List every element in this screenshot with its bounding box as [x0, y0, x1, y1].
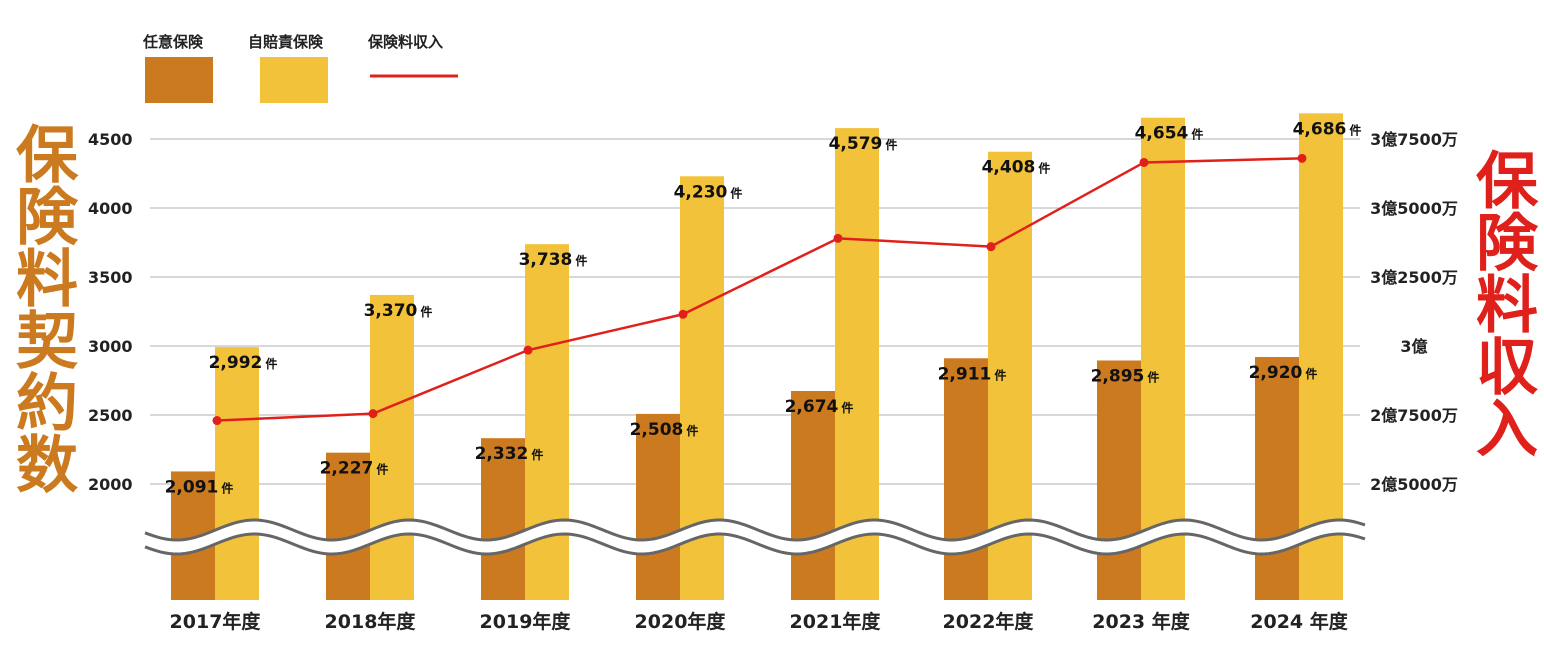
data-label-compulsory: 2,992 件 [209, 353, 278, 373]
legend-label-premium: 保険料収入 [368, 33, 444, 51]
right-tick-label: 3億2500万 [1370, 268, 1458, 287]
data-label-optional: 2,911 件 [938, 364, 1007, 384]
bar-optional [636, 413, 680, 600]
legend-swatch-compulsory [260, 57, 328, 103]
bar-optional [481, 438, 525, 600]
x-tick-label: 2017年度 [170, 610, 262, 633]
left-tick-label: 2000 [88, 475, 133, 494]
premium-point [368, 409, 378, 419]
premium-point [1297, 153, 1307, 163]
x-tick-label: 2020年度 [635, 610, 727, 633]
x-tick-label: 2019年度 [480, 610, 572, 633]
bar-compulsory [370, 294, 414, 600]
x-tick-label: 2018年度 [325, 610, 417, 633]
data-label-optional: 2,227 件 [320, 459, 389, 479]
right-tick-label: 2億7500万 [1370, 406, 1458, 425]
bar-optional [326, 452, 370, 600]
left-tick-label: 4500 [88, 130, 133, 149]
data-label-optional: 2,895 件 [1091, 366, 1160, 386]
bar-optional [1255, 357, 1299, 600]
data-label-compulsory: 4,408 件 [982, 158, 1051, 178]
left-tick-label: 3000 [88, 337, 133, 356]
right-tick-label: 2億5000万 [1370, 475, 1458, 494]
premium-point [212, 416, 222, 426]
axis-break-line-bottom [144, 532, 1366, 556]
premium-point [523, 345, 533, 355]
premium-point [1139, 157, 1149, 167]
x-tick-label: 2023 年度 [1092, 610, 1190, 633]
left-tick-label: 4000 [88, 199, 133, 218]
data-label-compulsory: 4,579 件 [829, 134, 898, 154]
premium-point [833, 233, 843, 243]
right-tick-label: 3億7500万 [1370, 130, 1458, 149]
premium-line-path [216, 157, 1303, 422]
data-label-optional: 2,674 件 [785, 397, 854, 417]
premium-point [678, 309, 688, 319]
x-tick-label: 2024 年度 [1250, 610, 1348, 633]
bar-optional [791, 390, 835, 600]
right-axis-title: 保険料収入 [1465, 148, 1538, 458]
bar-optional [1097, 360, 1141, 600]
legend [145, 57, 458, 103]
legend-swatch-optional [145, 57, 213, 103]
left-axis-title: 保険料契約数 [5, 122, 78, 494]
premium-point [986, 242, 996, 252]
axis-break [144, 518, 1366, 556]
bar-compulsory [215, 347, 259, 600]
data-label-compulsory: 4,654 件 [1135, 124, 1204, 144]
axis-break-line-top [144, 518, 1366, 542]
bar-optional [944, 358, 988, 600]
left-tick-label: 2500 [88, 406, 133, 425]
data-label-optional: 2,920 件 [1249, 363, 1318, 383]
data-label-optional: 2,091 件 [165, 477, 234, 497]
axis-break-band [145, 520, 1365, 554]
right-tick-label: 3億 [1400, 337, 1427, 356]
premium-line [212, 153, 1307, 426]
x-tick-label: 2021年度 [790, 610, 882, 633]
x-tick-label: 2022年度 [943, 610, 1035, 633]
data-label-compulsory: 4,230 件 [674, 182, 743, 202]
bar-compulsory [525, 244, 569, 600]
left-tick-label: 3500 [88, 268, 133, 287]
legend-label-compulsory: 自賠責保険 [248, 33, 324, 51]
data-label-compulsory: 3,738 件 [519, 250, 588, 270]
data-label-optional: 2,332 件 [475, 444, 544, 464]
legend-label-optional: 任意保険 [143, 33, 204, 51]
data-labels: 2,091 件 2,992 件 2,227 件 3,370 件 2,332 件 3,738 件 2,50… [165, 119, 1362, 497]
data-label-compulsory: 3,370 件 [364, 301, 433, 321]
data-label-compulsory: 4,686 件 [1293, 119, 1362, 139]
right-tick-label: 3億5000万 [1370, 199, 1458, 218]
axes: 2000 2500 3000 3500 4000 4500 2億5000万 2億7500万 3億… [88, 130, 1458, 633]
data-label-optional: 2,508 件 [630, 420, 699, 440]
